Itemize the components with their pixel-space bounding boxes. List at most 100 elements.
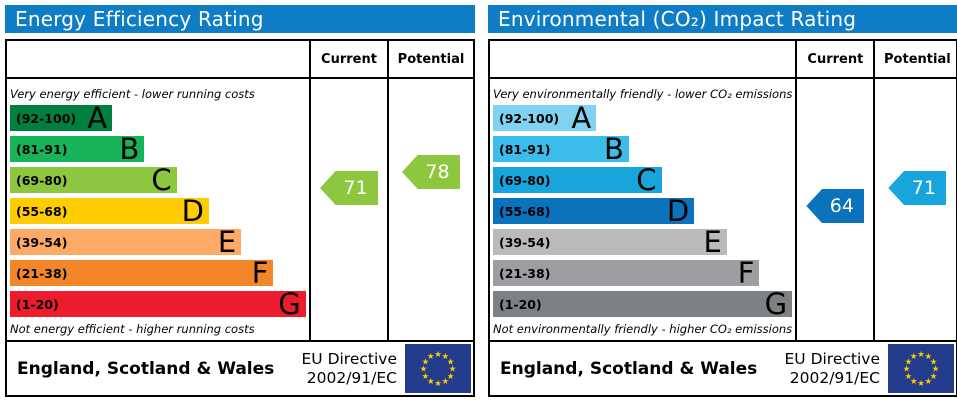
band-letter: C: [636, 163, 657, 197]
svg-text:★: ★: [427, 377, 435, 387]
band-range-label: (39-54): [499, 234, 551, 250]
potential-column-header: Potential: [387, 41, 473, 79]
band-f: (21-38) F: [10, 256, 274, 290]
svg-text:★: ★: [910, 377, 918, 387]
band-letter: A: [571, 101, 592, 135]
svg-text:★: ★: [917, 379, 925, 389]
svg-text:★: ★: [434, 350, 442, 360]
band-letter: D: [666, 194, 690, 228]
header-spacer: [490, 41, 796, 79]
band-range-label: (55-68): [16, 203, 68, 219]
band-letter: A: [87, 101, 108, 135]
current-column-header: Current: [795, 41, 874, 79]
svg-text:★: ★: [917, 350, 925, 360]
svg-text:★: ★: [441, 377, 449, 387]
band-range-label: (55-68): [499, 203, 551, 219]
svg-text:★: ★: [447, 357, 455, 367]
svg-text:★: ★: [422, 372, 430, 382]
current-rating-arrow: 64: [806, 189, 865, 223]
top-caption: Very environmentally friendly - lower CO…: [493, 87, 793, 101]
rating-chart: Current Potential Very environmentally f…: [488, 39, 957, 342]
eu-directive-label: EU Directive 2002/91/EC: [784, 349, 881, 387]
potential-column-header: Potential: [873, 41, 957, 79]
svg-text:★: ★: [905, 357, 913, 367]
band-letter: B: [604, 132, 624, 166]
band-a: (92-100) A: [10, 101, 113, 135]
eu-flag-icon: ★ ★★★★★★★★★★★: [888, 344, 954, 393]
region-label: England, Scotland & Wales: [500, 358, 758, 379]
chart-footer: England, Scotland & Wales EU Directive 2…: [5, 340, 475, 397]
svg-text:★: ★: [420, 365, 428, 375]
band-letter: B: [119, 132, 140, 166]
eu-directive-label: EU Directive 2002/91/EC: [301, 349, 398, 387]
band-range-label: (1-20): [499, 296, 542, 312]
potential-rating-value: 71: [911, 177, 936, 199]
current-column: 64: [795, 79, 873, 340]
svg-text:★: ★: [910, 352, 918, 362]
current-rating-arrow: 71: [320, 171, 378, 205]
energy-efficiency-panel: Energy Efficiency Rating Current Potenti…: [5, 5, 475, 397]
environmental-impact-panel: Environmental (CO₂) Impact Rating Curren…: [488, 5, 957, 397]
current-column: 71: [309, 79, 387, 340]
svg-text:★: ★: [449, 365, 457, 375]
band-letter: E: [217, 225, 237, 259]
bottom-caption: Not environmentally friendly - higher CO…: [493, 322, 793, 336]
bottom-caption: Not energy efficient - higher running co…: [10, 322, 255, 336]
panel-title: Environmental (CO₂) Impact Rating: [488, 5, 957, 33]
svg-text:★: ★: [930, 357, 938, 367]
band-range-label: (39-54): [16, 234, 68, 250]
band-letter: C: [151, 163, 172, 197]
svg-text:★: ★: [930, 372, 938, 382]
svg-text:★: ★: [924, 352, 932, 362]
band-g: (1-20) G: [493, 287, 793, 321]
band-letter: E: [703, 225, 722, 259]
potential-column: 78: [387, 79, 473, 340]
current-rating-value: 64: [829, 195, 854, 217]
band-d: (55-68) D: [493, 194, 695, 228]
svg-text:★: ★: [903, 365, 911, 375]
svg-text:★: ★: [434, 379, 442, 389]
band-e: (39-54) E: [493, 225, 727, 259]
top-caption: Very energy efficient - lower running co…: [10, 87, 255, 101]
current-rating-value: 71: [343, 177, 368, 199]
svg-text:★: ★: [447, 372, 455, 382]
bands-column: Very environmentally friendly - lower CO…: [490, 79, 795, 340]
band-letter: G: [278, 287, 301, 321]
bands-column: Very energy efficient - lower running co…: [7, 79, 309, 340]
band-letter: G: [764, 287, 788, 321]
panel-title: Energy Efficiency Rating: [5, 5, 475, 33]
svg-text:★: ★: [924, 377, 932, 387]
band-d: (55-68) D: [10, 197, 209, 226]
band-range-label: (21-38): [499, 265, 551, 281]
header-spacer: [7, 41, 309, 79]
band-range-label: (1-20): [16, 296, 59, 312]
rating-bands: (92-100) A (81-91) B (69-80) C (55-68) D (39-54)…: [493, 101, 793, 321]
current-column-header: Current: [309, 41, 387, 79]
band-letter: F: [737, 256, 755, 290]
svg-text:★: ★: [427, 352, 435, 362]
band-c: (69-80) C: [493, 163, 662, 197]
potential-rating-arrow: 71: [888, 171, 947, 205]
band-range-label: (92-100): [16, 110, 77, 126]
band-letter: F: [251, 256, 269, 290]
rating-chart: Current Potential Very energy efficient …: [5, 39, 475, 342]
rating-bands: (92-100) A (81-91) B (69-80) C (55-68) D (39-54)…: [10, 101, 306, 321]
band-range-label: (81-91): [499, 141, 551, 157]
svg-text:★: ★: [441, 352, 449, 362]
eu-flag-icon: ★ ★★★★★★★★★★★: [405, 344, 471, 393]
band-range-label: (21-38): [16, 265, 68, 281]
band-e: (39-54) E: [10, 225, 242, 259]
potential-column: 71: [873, 79, 957, 340]
band-range-label: (69-80): [499, 172, 551, 188]
band-range-label: (69-80): [16, 172, 68, 188]
potential-rating-value: 78: [425, 161, 450, 183]
band-range-label: (92-100): [499, 110, 560, 126]
band-a: (92-100) A: [493, 101, 597, 135]
band-b: (81-91) B: [10, 132, 145, 166]
region-label: England, Scotland & Wales: [17, 358, 275, 379]
band-range-label: (81-91): [16, 141, 68, 157]
svg-text:★: ★: [905, 372, 913, 382]
band-c: (69-80) C: [10, 163, 177, 197]
svg-text:★: ★: [422, 357, 430, 367]
